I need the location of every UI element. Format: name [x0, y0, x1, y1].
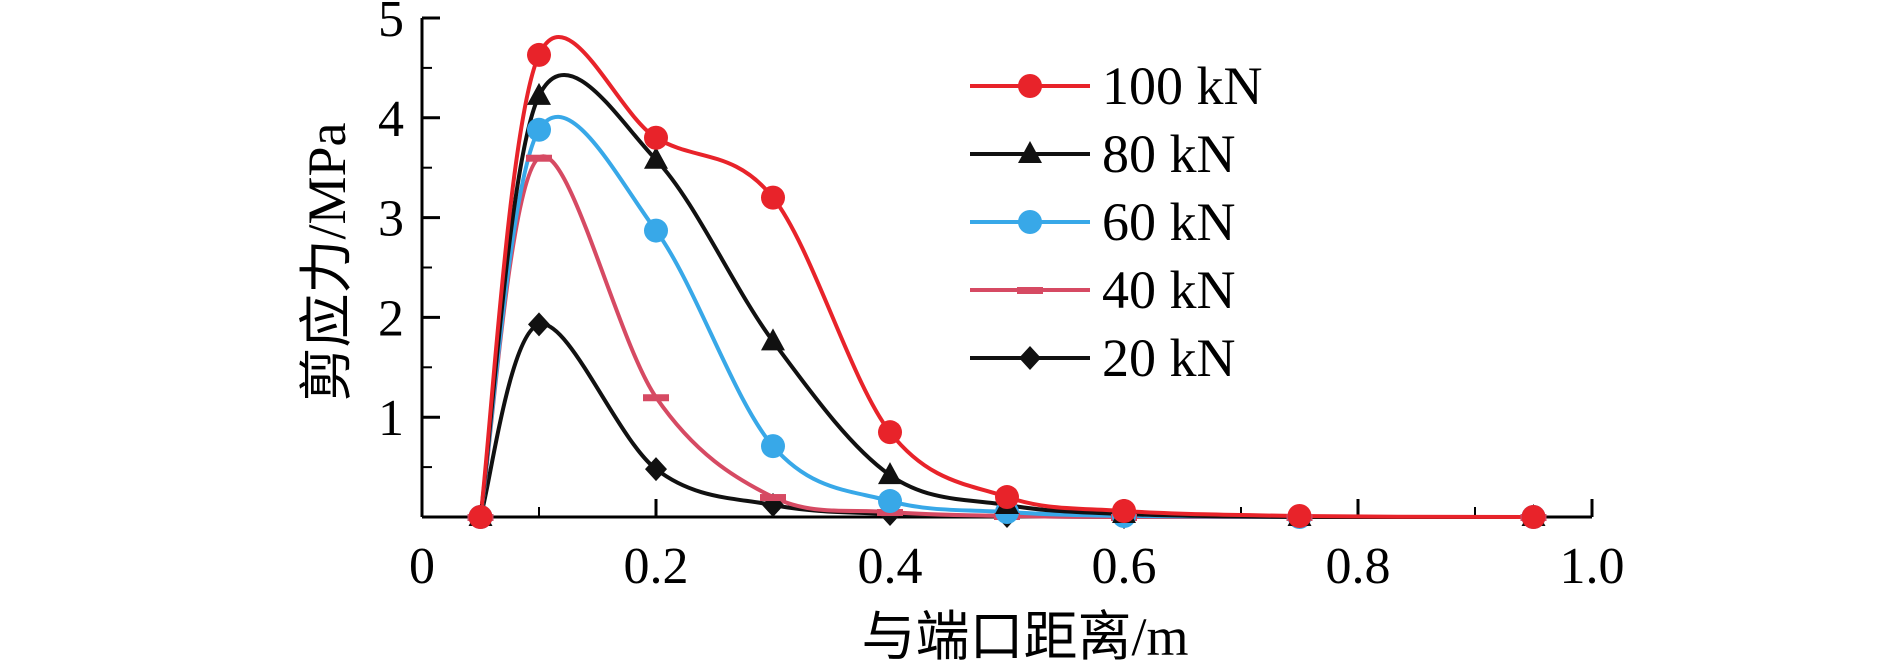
data-point: [643, 394, 669, 402]
x-axis-label: 与端口距离/m: [861, 607, 1188, 667]
data-point: [644, 146, 668, 169]
x-tick-label: 0: [409, 538, 435, 595]
legend-marker: [1017, 287, 1043, 294]
legend-label: 20 kN: [1102, 328, 1236, 388]
data-point: [878, 489, 902, 514]
series-line: [478, 154, 1534, 519]
data-point: [995, 485, 1019, 510]
data-point: [761, 328, 785, 351]
y-tick-label: 5: [378, 0, 404, 48]
legend-label: 60 kN: [1102, 192, 1236, 252]
data-point: [526, 154, 552, 162]
data-point: [644, 125, 668, 150]
data-point: [527, 42, 551, 67]
data-point: [761, 434, 785, 459]
series-line: [478, 114, 1534, 519]
x-tick-label: 0.6: [1092, 538, 1157, 595]
data-point: [468, 505, 493, 529]
data-point: [527, 82, 551, 105]
x-tick-label: 1.0: [1560, 538, 1625, 595]
x-tick-label: 0.8: [1326, 538, 1391, 595]
legend-label: 40 kN: [1102, 260, 1236, 320]
y-tick-label: 4: [378, 91, 404, 148]
legend-marker: [1018, 141, 1042, 163]
data-point: [878, 420, 902, 445]
data-point: [1521, 505, 1546, 529]
series-markers: [467, 42, 1547, 529]
series-line: [478, 35, 1534, 519]
y-tick-label: 1: [378, 390, 404, 447]
data-point: [528, 312, 550, 337]
legend-label: 100 kN: [1102, 56, 1263, 116]
series-lines: [478, 35, 1534, 519]
y-tick-label: 2: [378, 290, 404, 347]
data-point: [527, 117, 551, 142]
axes: 0 0.2 0.4 0.6 0.8 1.0 1 2 3 4 5: [378, 0, 1625, 595]
data-point: [760, 494, 786, 502]
x-tick-label: 0.2: [624, 538, 689, 595]
x-tick-label: 0.4: [858, 538, 923, 595]
legend-label: 80 kN: [1102, 124, 1236, 184]
y-axis-label: 剪应力/MPa: [297, 122, 357, 401]
legend: 100 kN 80 kN 60 kN 40 kN 20 kN: [970, 56, 1263, 388]
data-point: [1112, 499, 1136, 524]
y-tick-label: 3: [378, 191, 404, 248]
data-point: [878, 462, 902, 485]
data-point: [761, 185, 785, 210]
legend-marker: [1018, 210, 1042, 234]
data-point: [644, 218, 668, 243]
legend-marker: [1018, 74, 1042, 98]
data-point: [645, 457, 667, 482]
data-point: [1287, 504, 1312, 529]
legend-marker: [1019, 346, 1041, 370]
